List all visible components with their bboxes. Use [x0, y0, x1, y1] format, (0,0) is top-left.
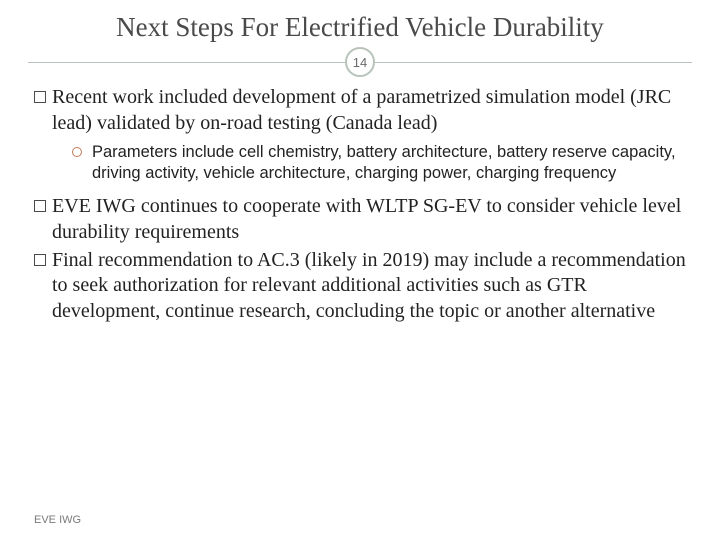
- bullet-text: EVE IWG continues to cooperate with WLTP…: [52, 194, 686, 245]
- square-bullet-icon: [34, 254, 46, 266]
- bullet-item: Final recommendation to AC.3 (likely in …: [34, 248, 686, 325]
- bullet-text: Recent work included development of a pa…: [52, 85, 686, 136]
- sub-bullet-text: Parameters include cell chemistry, batte…: [92, 142, 686, 184]
- content-area: Recent work included development of a pa…: [28, 85, 692, 324]
- square-bullet-icon: [34, 200, 46, 212]
- square-bullet-icon: [34, 91, 46, 103]
- sub-bullet-item: Parameters include cell chemistry, batte…: [72, 142, 686, 184]
- bullet-item: EVE IWG continues to cooperate with WLTP…: [34, 194, 686, 245]
- title-divider: 14: [28, 47, 692, 77]
- slide-title: Next Steps For Electrified Vehicle Durab…: [28, 12, 692, 43]
- slide-footer: EVE IWG: [34, 514, 81, 526]
- bullet-item: Recent work included development of a pa…: [34, 85, 686, 136]
- bullet-text: Final recommendation to AC.3 (likely in …: [52, 248, 686, 325]
- page-number-badge: 14: [345, 47, 375, 77]
- circle-bullet-icon: [72, 147, 82, 157]
- slide-container: Next Steps For Electrified Vehicle Durab…: [0, 0, 720, 540]
